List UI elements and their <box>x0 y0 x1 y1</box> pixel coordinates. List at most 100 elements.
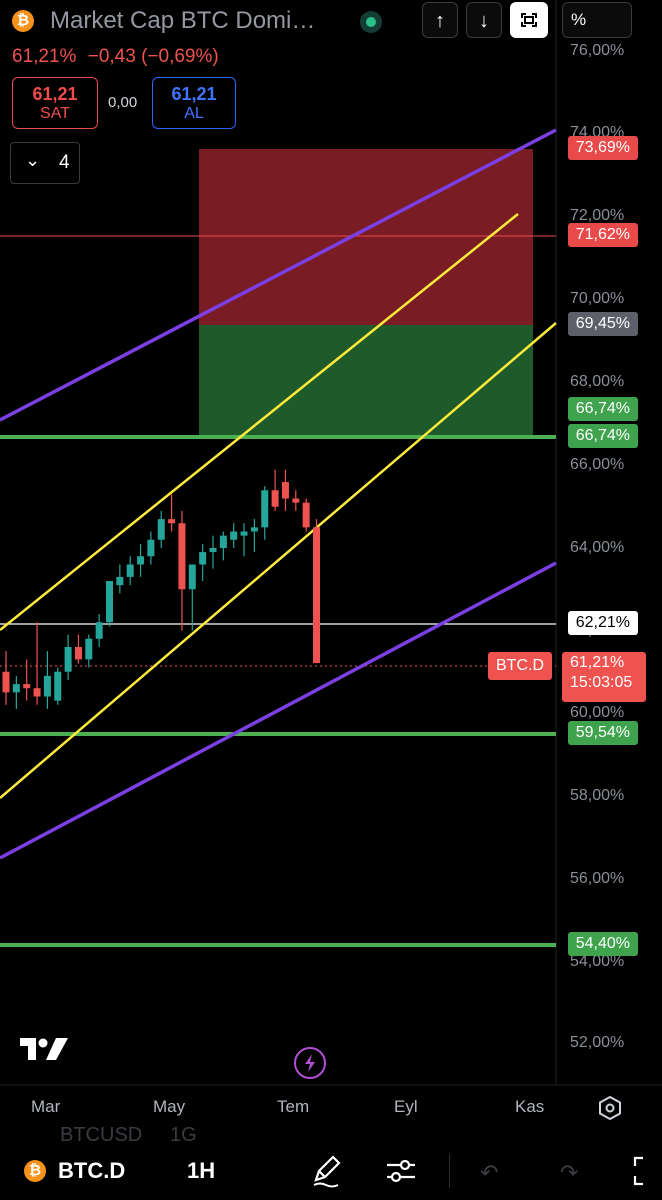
redo-icon[interactable]: ↷ <box>560 1160 579 1185</box>
candle-body[interactable] <box>157 519 165 540</box>
toolbar-divider <box>449 1154 450 1188</box>
arrow-up-icon[interactable]: ↑ <box>422 2 458 38</box>
channel-yellow-upper[interactable] <box>0 213 519 631</box>
bitcoin-logo-icon: ₿ <box>24 1160 46 1182</box>
candle-body[interactable] <box>106 581 113 623</box>
candle-body[interactable] <box>137 556 145 565</box>
candle-body[interactable] <box>168 519 176 524</box>
candle-body[interactable] <box>64 647 72 672</box>
candle-body[interactable] <box>261 490 269 528</box>
price-tag-5954: 59,54% <box>567 721 638 745</box>
take-profit-zone[interactable] <box>199 325 533 437</box>
fullscreen-button[interactable] <box>632 1154 662 1193</box>
stop-loss-zone[interactable] <box>199 149 533 325</box>
indicators-button[interactable] <box>384 1156 418 1191</box>
candle-body[interactable] <box>85 638 93 660</box>
candle-body[interactable] <box>54 671 62 701</box>
price-tag-5440: 54,40% <box>567 932 638 956</box>
pencil-icon <box>313 1155 341 1188</box>
axis-label: 70,00% <box>570 290 625 307</box>
candle-body[interactable] <box>199 552 207 565</box>
time-label: Kas <box>515 1097 545 1116</box>
sell-button[interactable]: 61,21 SAT <box>12 77 98 129</box>
sell-label: SAT <box>40 105 70 122</box>
candle-body[interactable] <box>12 684 20 693</box>
bar-countdown: 15:03:05 <box>570 674 633 691</box>
price-tag-6221: 62,21% <box>567 611 638 635</box>
arrow-down-icon[interactable]: ↓ <box>466 2 502 38</box>
candle-body[interactable] <box>302 502 310 528</box>
candle-body[interactable] <box>230 531 238 540</box>
axis-label: 52,00% <box>570 1034 625 1051</box>
fit-screen-button[interactable] <box>510 2 548 38</box>
candle-body[interactable] <box>33 688 41 697</box>
channel-purple-upper[interactable] <box>0 128 557 422</box>
spread-value: 0,00 <box>108 94 138 111</box>
price-tag-resistance: 71,62% <box>567 223 638 247</box>
tradingview-logo <box>18 1034 70 1069</box>
candle-body[interactable] <box>147 539 155 557</box>
current-price: 61,21% <box>570 654 625 671</box>
buy-button[interactable]: 61,21 AL <box>152 77 236 129</box>
candle-body[interactable] <box>116 576 124 586</box>
price-change-row: 61,21% −0,43 (−0,69%) <box>12 46 219 68</box>
axis-label: 60,00% <box>570 704 625 721</box>
price-tag-support-6674: 66,74% <box>567 424 638 448</box>
candle-body[interactable] <box>250 527 258 532</box>
candle-body[interactable] <box>219 535 227 548</box>
candle-body[interactable] <box>178 523 186 590</box>
ghost-symbol-text: BTCUSD 1G <box>60 1124 197 1146</box>
candle-body[interactable] <box>126 564 134 577</box>
candle-body[interactable] <box>95 622 103 639</box>
chart-title: Market Cap BTC Domi… <box>50 7 316 34</box>
price-tag-entry: 69,45% <box>567 312 638 336</box>
channel-yellow-lower[interactable] <box>0 322 557 799</box>
bitcoin-logo-icon: ₿ <box>12 10 34 32</box>
symbol-tag: BTC.D <box>488 652 552 680</box>
percent-scale-button[interactable]: % <box>562 2 632 38</box>
axis-label: 66,00% <box>570 456 625 473</box>
chart-settings-button[interactable] <box>596 1094 624 1127</box>
axis-label: 58,00% <box>570 787 625 804</box>
sell-price: 61,21 <box>32 84 78 104</box>
axis-label: 56,00% <box>570 870 625 887</box>
axis-label: 72,00% <box>570 207 625 224</box>
candle-body[interactable] <box>74 647 82 660</box>
drawing-tool-button[interactable] <box>310 1154 344 1193</box>
candles-group <box>2 469 320 709</box>
candle-body[interactable] <box>43 675 51 697</box>
time-label: Mar <box>31 1097 61 1116</box>
candle-body[interactable] <box>313 527 320 664</box>
candle-body[interactable] <box>23 684 31 689</box>
interval-selector[interactable]: 1H <box>187 1158 216 1183</box>
candle-body[interactable] <box>209 548 217 553</box>
tradingview-logo-icon <box>20 1038 68 1060</box>
axis-label: 54,00% <box>570 953 625 970</box>
candle-body[interactable] <box>281 482 289 499</box>
lightning-button[interactable] <box>294 1047 326 1079</box>
market-status-icon <box>360 11 382 33</box>
buy-price: 61,21 <box>171 84 217 104</box>
hexagon-settings-icon <box>599 1095 621 1121</box>
chevron-down-icon: ⌄ <box>25 150 41 170</box>
candle-body[interactable] <box>240 531 248 536</box>
channel-purple-lower[interactable] <box>0 561 557 860</box>
undo-icon[interactable]: ↶ <box>480 1160 499 1185</box>
buy-label: AL <box>184 105 204 122</box>
indicator-count: 4 <box>59 152 70 173</box>
candle-body[interactable] <box>271 490 279 507</box>
fit-screen-icon <box>521 13 537 27</box>
symbol-selector[interactable]: BTC.D <box>58 1158 126 1183</box>
current-price-tag: 61,21% 15:03:05 <box>562 652 646 702</box>
candle-body[interactable] <box>2 671 10 693</box>
symbol-header[interactable]: ₿ Market Cap BTC Domi… <box>0 0 420 44</box>
collapse-indicators-button[interactable]: ⌄ 4 <box>10 142 80 184</box>
price-change: −0,43 (−0,69%) <box>87 46 219 67</box>
candle-body[interactable] <box>188 564 196 590</box>
price-tag-stop: 73,69% <box>567 136 638 160</box>
last-price: 61,21% <box>12 46 77 67</box>
time-label: Eyl <box>394 1097 418 1116</box>
candle-body[interactable] <box>292 498 300 503</box>
sliders-icon <box>387 1159 415 1183</box>
